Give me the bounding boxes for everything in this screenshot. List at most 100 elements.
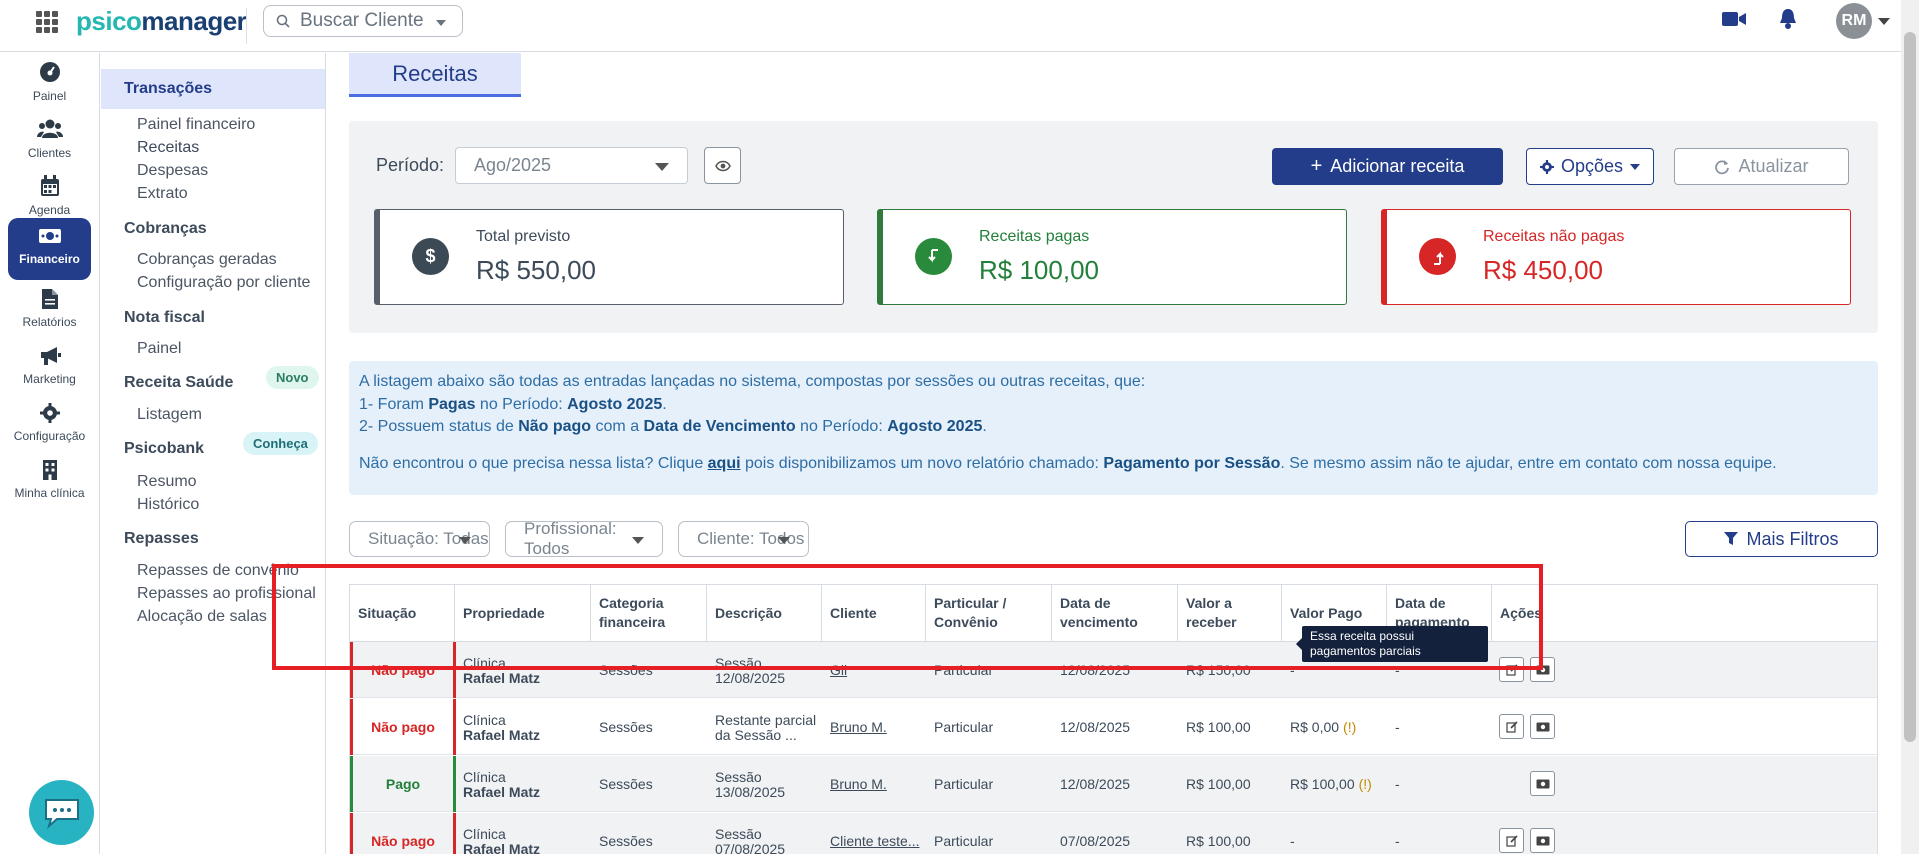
avatar[interactable]: RM: [1836, 3, 1872, 39]
gauge-icon: [39, 62, 60, 82]
pago-cell: R$ 0,00 (!): [1282, 699, 1387, 755]
submenu-header-psicobank[interactable]: Psicobank: [124, 440, 205, 457]
table-row[interactable]: Não pago Clínica Rafael Matz Sessões Sess…: [350, 642, 1877, 698]
payment-button[interactable]: [1530, 771, 1555, 796]
table-header: Situação Propriedade Categoria financeir…: [350, 585, 1877, 642]
payment-button[interactable]: [1530, 714, 1555, 739]
col-categoria[interactable]: Categoria financeira: [591, 585, 707, 641]
tipo-cell: Particular: [934, 832, 994, 849]
cliente-cell: Bruno M.: [822, 756, 926, 812]
video-camera-icon[interactable]: [1722, 10, 1746, 28]
atualizar-button[interactable]: Atualizar: [1674, 148, 1849, 185]
submenu-item-repasses-convenio[interactable]: Repasses de convênio: [137, 562, 299, 579]
add-receita-label: Adicionar receita: [1330, 156, 1465, 176]
table-row[interactable]: Não pago Clínica Rafael Matz Sessões Rest…: [350, 699, 1877, 755]
warning-icon[interactable]: (!): [1358, 775, 1372, 792]
col-particular-convenio[interactable]: Particular / Convênio: [926, 585, 1052, 641]
col-propriedade[interactable]: Propriedade: [455, 585, 591, 641]
col-situacao[interactable]: Situação: [350, 585, 455, 641]
cliente-link[interactable]: Bruno M.: [830, 718, 887, 735]
info-text: no Período:: [795, 418, 888, 435]
card-title: Total previsto: [476, 228, 571, 245]
nav-item-clientes[interactable]: Clientes: [8, 110, 91, 172]
chevron-down-icon[interactable]: [1878, 18, 1890, 25]
pago-cell: R$ 100,00 (!): [1282, 756, 1387, 812]
table-row[interactable]: Não pago Clínica Rafael Matz Sessões Sess…: [350, 813, 1877, 854]
situacao-filter[interactable]: Situação: Todas: [349, 521, 490, 557]
nav-item-configuracao[interactable]: Configuração: [8, 395, 91, 457]
submenu-header-cobrancas[interactable]: Cobranças: [124, 220, 207, 237]
submenu-header-receita-saude[interactable]: Receita Saúde: [124, 374, 234, 391]
tipo-cell: Particular: [934, 718, 994, 735]
receber-cell: R$ 100,00: [1186, 775, 1251, 792]
profissional-filter[interactable]: Profissional: Todos: [505, 519, 663, 558]
nav-item-financeiro[interactable]: Financeiro: [8, 218, 91, 280]
logo-text-1: psico: [76, 6, 142, 36]
submenu-item-despesas[interactable]: Despesas: [137, 162, 209, 179]
data-pagamento-cell: -: [1395, 718, 1400, 735]
scrollbar-thumb[interactable]: [1904, 32, 1916, 742]
periodo-select[interactable]: Ago/2025: [455, 147, 688, 184]
submenu-item-receitas[interactable]: Receitas: [137, 139, 200, 156]
nav-item-painel[interactable]: Painel: [8, 53, 91, 115]
toggle-visibility-button[interactable]: [704, 147, 741, 184]
chat-button[interactable]: [29, 780, 94, 845]
vertical-scrollbar[interactable]: [1901, 0, 1919, 854]
col-valor-pago[interactable]: Valor Pago: [1282, 585, 1387, 641]
edit-button[interactable]: [1499, 714, 1524, 739]
logo[interactable]: psicomanager: [76, 6, 247, 37]
submenu-item-alocacao[interactable]: Alocação de salas: [137, 608, 267, 625]
data-pagamento-cell: -: [1395, 775, 1400, 792]
bell-icon[interactable]: [1778, 8, 1798, 30]
col-descricao[interactable]: Descrição: [707, 585, 822, 641]
nav-item-relatorios[interactable]: Relatórios: [8, 281, 91, 343]
highlight-box: [272, 564, 1543, 670]
submenu-item-painel-financeiro[interactable]: Painel financeiro: [137, 116, 256, 133]
info-bold: Agosto 2025: [567, 395, 663, 413]
megaphone-icon: [40, 347, 61, 365]
submenu-item-cobrancas-geradas[interactable]: Cobranças geradas: [137, 251, 277, 268]
warning-icon[interactable]: (!): [1343, 718, 1357, 735]
nav-item-marketing[interactable]: Marketing: [8, 338, 91, 400]
submenu-item-repasses-profissional[interactable]: Repasses ao profissional: [137, 585, 316, 602]
col-valor-receber[interactable]: Valor a receber: [1178, 585, 1282, 641]
nav-item-minha-clinica[interactable]: Minha clínica: [8, 452, 91, 514]
prop-line-2: Rafael Matz: [463, 784, 541, 800]
status-badge: Pago: [350, 756, 456, 812]
nav-item-agenda[interactable]: Agenda: [8, 167, 91, 229]
chevron-down-icon: [1630, 163, 1641, 170]
info-text: no Período:: [475, 395, 568, 413]
submenu-item-extrato[interactable]: Extrato: [137, 185, 188, 202]
tab-receitas[interactable]: Receitas: [349, 53, 521, 97]
cliente-link[interactable]: Bruno M.: [830, 775, 887, 792]
col-cliente[interactable]: Cliente: [822, 585, 926, 641]
search-client-select[interactable]: Buscar Cliente: [263, 5, 463, 37]
edit-button[interactable]: [1499, 828, 1524, 853]
pago-value: -: [1290, 832, 1295, 849]
add-receita-button[interactable]: + Adicionar receita: [1272, 148, 1503, 185]
submenu-item-resumo[interactable]: Resumo: [137, 473, 197, 490]
cliente-filter[interactable]: Cliente: Todos: [678, 521, 809, 557]
filter-label: Situação: Todas: [368, 529, 489, 548]
summary-panel: Período: Ago/2025 + Adicionar receita Opç…: [349, 121, 1878, 333]
submenu-header-repasses[interactable]: Repasses: [124, 530, 199, 547]
payment-button[interactable]: [1530, 828, 1555, 853]
cliente-cell: Cliente teste...: [822, 813, 926, 854]
novo-badge: Novo: [266, 366, 319, 389]
filter-label: Cliente: Todos: [697, 529, 805, 548]
submenu-header-transacoes[interactable]: Transações: [101, 69, 325, 109]
col-data-vencimento[interactable]: Data de vencimento: [1052, 585, 1178, 641]
opcoes-button[interactable]: Opções: [1526, 148, 1654, 185]
mais-filtros-button[interactable]: Mais Filtros: [1685, 521, 1878, 557]
submenu-item-config-cliente[interactable]: Configuração por cliente: [137, 274, 311, 291]
aqui-link[interactable]: aqui: [707, 454, 741, 472]
submenu-header-nota-fiscal[interactable]: Nota fiscal: [124, 309, 205, 326]
descricao-cell: Sessão 07/08/2025: [707, 813, 822, 854]
cliente-link[interactable]: Cliente teste...: [830, 832, 920, 849]
table-row[interactable]: Pago Clínica Rafael Matz Sessões Sessão 13…: [350, 756, 1877, 812]
submenu-item-listagem[interactable]: Listagem: [137, 406, 202, 423]
submenu-item-historico[interactable]: Histórico: [137, 496, 200, 513]
info-line-3: 2- Possuem status de Não pago com a Data…: [359, 416, 1868, 439]
submenu-item-nf-painel[interactable]: Painel: [137, 340, 182, 357]
apps-grid-icon[interactable]: [36, 11, 58, 33]
